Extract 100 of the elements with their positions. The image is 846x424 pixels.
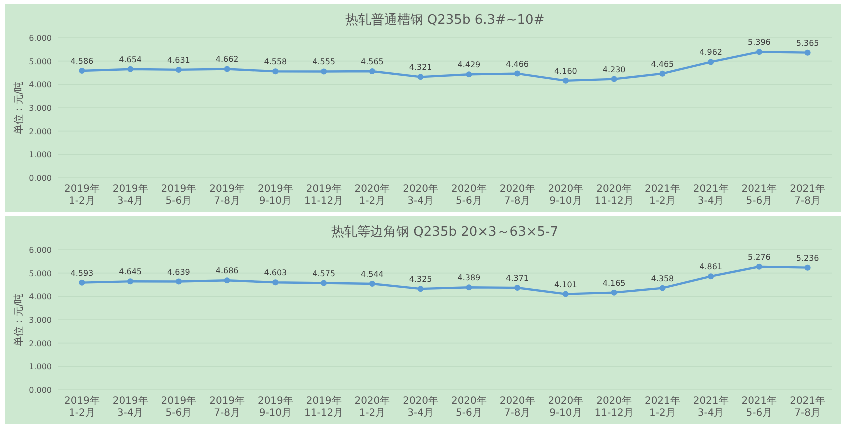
x-tick-label: 2019年7-8月 [210, 183, 246, 207]
point [272, 68, 279, 75]
data-label: 4.389 [458, 274, 481, 283]
point [418, 74, 424, 80]
data-label: 4.466 [506, 60, 530, 69]
point [611, 290, 618, 296]
y-axis-title: 单位：元/吨 [13, 81, 25, 135]
x-tick-label: 2019年1-2月 [64, 183, 100, 207]
y-tick-label: 4.000 [29, 80, 52, 90]
data-label: 4.962 [700, 48, 723, 58]
data-label: 4.101 [554, 280, 578, 290]
data-label: 4.645 [119, 268, 142, 277]
data-label: 4.654 [119, 55, 142, 64]
data-label: 4.575 [312, 269, 336, 278]
x-tick-label: 2021年5-6月 [742, 395, 778, 419]
point [804, 50, 811, 56]
point [514, 285, 521, 292]
point [756, 49, 762, 56]
data-label: 4.465 [651, 60, 674, 69]
y-tick-label: 0.000 [29, 386, 52, 395]
data-label: 4.603 [264, 268, 288, 278]
y-tick-label: 5.000 [29, 269, 52, 278]
x-tick-label: 2020年9-10月 [548, 183, 584, 207]
point [321, 68, 328, 75]
point [369, 68, 376, 74]
x-tick-label: 2020年9-10月 [548, 395, 584, 419]
y-tick-label: 1.000 [29, 362, 52, 372]
x-tick-label: 2021年1-2月 [644, 183, 680, 207]
x-tick-label: 2021年1-2月 [644, 395, 680, 419]
data-label: 4.565 [360, 57, 384, 66]
point [708, 59, 714, 66]
y-tick-label: 3.000 [29, 316, 52, 325]
x-tick-label: 2019年7-8月 [210, 395, 246, 419]
data-label: 4.662 [216, 55, 239, 64]
point [272, 280, 279, 286]
point [418, 286, 424, 292]
x-tick-label: 2019年5-6月 [161, 395, 197, 419]
x-tick-label: 2021年5-6月 [742, 183, 778, 207]
data-label: 4.558 [264, 58, 288, 67]
point [224, 278, 230, 284]
x-tick-label: 2021年7-8月 [790, 183, 826, 207]
point [466, 72, 472, 78]
y-tick-label: 3.000 [29, 104, 52, 113]
x-tick-label: 2020年3-4月 [403, 395, 439, 419]
x-tick-label: 2019年9-10月 [258, 395, 294, 419]
data-label: 4.861 [700, 262, 723, 272]
point [708, 274, 714, 280]
point [321, 280, 328, 286]
chart-title: 热轧等边角钢 Q235b 20×3～63×5-7 [332, 225, 558, 240]
y-tick-label: 5.000 [29, 57, 52, 66]
x-tick-label: 2019年9-10月 [258, 183, 294, 207]
point [466, 284, 472, 291]
x-tick-label: 2020年7-8月 [500, 395, 536, 419]
x-tick-label: 2021年7-8月 [790, 395, 826, 419]
y-axis-title: 单位：元/吨 [13, 293, 25, 347]
data-label: 4.160 [554, 66, 578, 76]
point [660, 70, 666, 77]
point [562, 78, 569, 84]
y-tick-label: 1.000 [29, 150, 52, 160]
x-tick-label: 2019年11-12月 [304, 395, 344, 419]
point [79, 68, 86, 74]
data-label: 4.165 [602, 278, 626, 288]
point [176, 278, 182, 285]
x-tick-label: 2020年11-12月 [594, 395, 634, 419]
x-tick-label: 2021年3-4月 [693, 395, 729, 419]
data-label: 4.586 [70, 56, 94, 66]
data-label: 4.230 [602, 65, 626, 74]
data-label: 4.321 [409, 63, 432, 72]
point [514, 70, 521, 77]
point [369, 280, 376, 287]
y-tick-label: 2.000 [29, 127, 52, 136]
point [756, 264, 762, 270]
data-label: 4.358 [651, 274, 674, 284]
data-label: 4.371 [506, 274, 530, 284]
x-tick-label: 2020年7-8月 [500, 183, 536, 207]
x-tick-label: 2020年5-6月 [451, 395, 487, 419]
y-tick-label: 2.000 [29, 339, 52, 348]
data-label: 4.555 [312, 58, 336, 67]
x-tick-label: 2020年1-2月 [354, 183, 390, 207]
y-tick-label: 0.000 [29, 174, 52, 183]
data-label: 4.686 [216, 266, 239, 276]
x-tick-label: 2019年3-4月 [112, 183, 148, 207]
point [128, 66, 134, 72]
data-label: 4.631 [167, 56, 190, 65]
x-tick-label: 2020年5-6月 [451, 183, 487, 207]
point [660, 285, 666, 292]
point [176, 66, 182, 73]
data-label: 5.396 [748, 38, 771, 48]
data-label: 4.325 [409, 275, 432, 284]
point [562, 291, 569, 298]
point [79, 280, 86, 286]
y-tick-label: 4.000 [29, 292, 52, 302]
x-tick-label: 2021年3-4月 [693, 183, 729, 207]
point [224, 66, 230, 72]
point [804, 264, 811, 271]
y-tick-label: 6.000 [29, 246, 52, 255]
point [128, 278, 134, 285]
x-tick-label: 2019年11-12月 [304, 183, 344, 207]
data-label: 4.544 [360, 270, 384, 279]
point [611, 76, 618, 82]
